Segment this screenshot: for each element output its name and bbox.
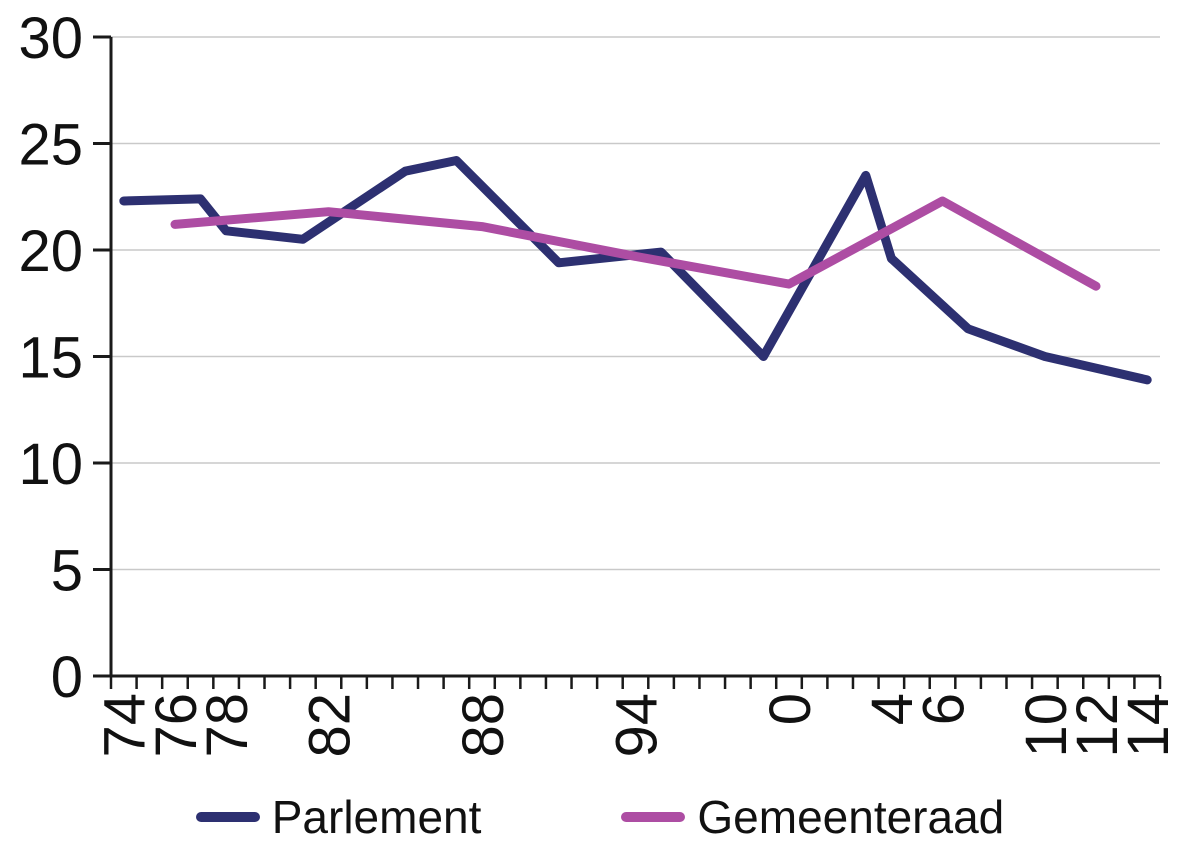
svg-text:78: 78 [195, 693, 260, 758]
svg-text:12: 12 [1065, 693, 1130, 758]
series-parlement [119, 156, 1152, 385]
legend-swatch-gemeenteraad [621, 812, 686, 822]
x-tick-label: 78 [195, 693, 260, 758]
x-tick-label: 14 [1116, 693, 1181, 758]
svg-text:94: 94 [604, 693, 669, 758]
y-tick-label: 10 [18, 432, 83, 497]
x-tick-label: 88 [451, 693, 516, 758]
svg-text:4: 4 [860, 693, 925, 725]
y-tick-label: 25 [18, 112, 83, 177]
legend-label-gemeenteraad: Gemeenteraad [697, 791, 1005, 843]
x-tick-label: 76 [144, 693, 209, 758]
x-tick-label: 4 [860, 693, 925, 725]
x-tick-label: 74 [93, 693, 158, 758]
x-tick-label: 12 [1065, 693, 1130, 758]
y-tick-label: 5 [51, 538, 83, 603]
x-tick-label: 82 [297, 693, 362, 758]
svg-text:88: 88 [451, 693, 516, 758]
x-tick-label: 94 [604, 693, 669, 758]
svg-text:14: 14 [1116, 693, 1181, 758]
x-tick-label: 10 [1014, 693, 1079, 758]
svg-text:10: 10 [1014, 693, 1079, 758]
x-tick-label: 6 [911, 693, 976, 725]
y-tick-label: 0 [51, 645, 83, 710]
legend-item-parlement: Parlement [195, 791, 482, 843]
svg-text:82: 82 [297, 693, 362, 758]
x-tick-label: 0 [758, 693, 823, 725]
svg-text:74: 74 [93, 693, 158, 758]
y-tick-label: 30 [18, 6, 83, 71]
legend-label-parlement: Parlement [271, 791, 482, 843]
y-tick-label: 20 [18, 219, 83, 284]
svg-text:6: 6 [911, 693, 976, 725]
chart-legend: Parlement Gemeenteraad [0, 786, 1200, 848]
y-tick-label: 15 [18, 325, 83, 390]
series-gemeenteraad [170, 196, 1101, 291]
legend-swatch-parlement [195, 812, 260, 822]
legend-item-gemeenteraad: Gemeenteraad [621, 794, 1004, 840]
svg-text:76: 76 [144, 693, 209, 758]
svg-text:0: 0 [758, 693, 823, 725]
